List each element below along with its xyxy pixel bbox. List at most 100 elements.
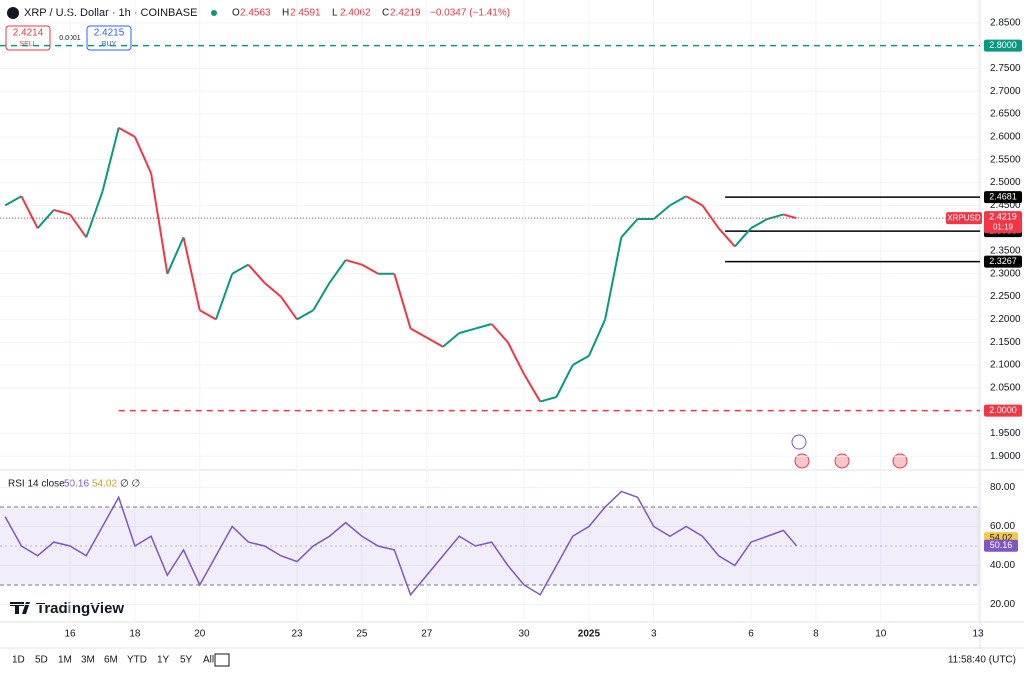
price-segment [296,309,314,321]
rsi-badge [984,539,1018,552]
price-segment [85,191,104,238]
range-button[interactable]: 5D [35,655,48,666]
sell-label: SELL [19,41,36,48]
x-tick-label: 2025 [578,629,601,640]
rsi-ma-value: 54.02 [92,479,117,490]
price-segment [506,341,525,375]
logo-icon [10,602,30,614]
price-segment [426,336,444,348]
event-icon[interactable] [791,434,807,450]
price-segment [523,373,542,403]
buy-label: BUY [102,41,117,48]
event-icon[interactable] [794,453,810,469]
y-tick-label: 2.0500 [990,383,1021,394]
price-segment [393,273,412,329]
price-segment [458,327,476,335]
price-segment [620,218,639,238]
y-tick-label: 2.5000 [990,177,1021,188]
price-segment [653,204,671,220]
x-tick-label: 10 [875,629,887,640]
price-segment [766,213,784,220]
y-tick-label: 60.00 [990,521,1015,532]
price-segment [215,273,234,320]
price-segment [442,332,460,348]
x-tick-label: 27 [421,629,433,640]
x-tick-label: 13 [972,629,984,640]
y-tick-label: 1.9500 [990,428,1021,439]
ranges: 1D 5D 1M 3M 6M YTD 1Y 5Y All [12,655,214,666]
price-segment [361,263,379,275]
price-segment [345,259,363,266]
y-tick-label: 1.9000 [990,451,1021,462]
rsi-value: 50.16 [64,479,89,490]
rsi-ma-badge-label: 54.02 [990,533,1013,543]
ohlc-label: O [232,8,240,19]
price-segment [166,236,185,275]
y-tick-label: 2.7500 [990,63,1021,74]
price-segment [783,213,797,220]
price-segment [475,323,492,330]
y-tick-label: 2.3500 [990,246,1021,257]
level-badge [984,255,1022,268]
range-button[interactable]: 1M [58,655,72,666]
sell-price: 2.4214 [13,28,44,39]
x-tick-label: 18 [129,629,141,640]
range-button[interactable]: YTD [127,655,147,666]
price-segment [101,127,120,192]
price-segment [685,195,703,207]
y-tick-label: 2.6000 [990,132,1021,143]
price-segment [263,282,282,298]
logo: TradingView [36,600,124,617]
symbol-icon [7,7,19,19]
date-range-icon[interactable] [214,653,230,667]
price-segment [118,126,136,138]
price-segment [280,296,298,320]
level-badge [984,404,1022,417]
price-segment [587,319,607,357]
range-button[interactable]: 3M [81,655,95,666]
event-icon[interactable] [834,453,850,469]
x-tick-label: 8 [813,629,819,640]
price-segment [150,173,169,274]
ohlc-value: 2.4563 [240,8,271,19]
price-segment [53,208,71,216]
buy-button[interactable] [86,25,132,51]
buy-price: 2.4215 [94,28,125,39]
level-label: 2.4681 [989,191,1017,201]
event-icon[interactable] [892,453,908,469]
ohlc-label: H [282,8,289,19]
rsi-flags: ∅ ∅ [120,479,140,490]
y-tick-label: 2.1000 [990,360,1021,371]
range-button[interactable]: 1D [12,655,25,666]
y-tick-label: 2.5500 [990,154,1021,165]
y-tick-label: 2.7000 [990,86,1021,97]
rsi-title: RSI 14 close [8,479,65,490]
level-label: 2.3267 [989,256,1017,266]
price-segment [555,364,574,398]
price-segment [231,263,249,275]
ohlc-label: C [382,8,389,19]
change: −0.0347 (−1.41%) [430,8,510,19]
ohlc-label: L [332,8,338,19]
price-segment [410,327,428,339]
x-tick-label: 23 [291,629,303,640]
ohlc: O 2.4563 H 2.4591 L 2.4062 C 2.4219 −0.0347 (−1.… [232,8,510,19]
clock: 11:58:40 (UTC) [948,655,1016,666]
price-segment [199,309,217,321]
range-button[interactable]: All [203,655,214,666]
range-button[interactable]: 6M [104,655,118,666]
x-tick-label: 6 [748,629,754,640]
level-label: 2.0000 [989,405,1017,415]
price-segment [328,259,347,284]
last-price-label: 2.4219 [989,212,1017,222]
sell-button[interactable] [5,25,51,51]
level-label: 2.8000 [989,40,1017,50]
y-tick-label: 80.00 [990,482,1015,493]
price-segment [182,237,201,311]
price-segment [4,195,22,207]
x-tick-label: 20 [194,629,206,640]
range-button[interactable]: 5Y [180,655,193,666]
price-segment [717,227,736,248]
range-button[interactable]: 1Y [157,655,170,666]
